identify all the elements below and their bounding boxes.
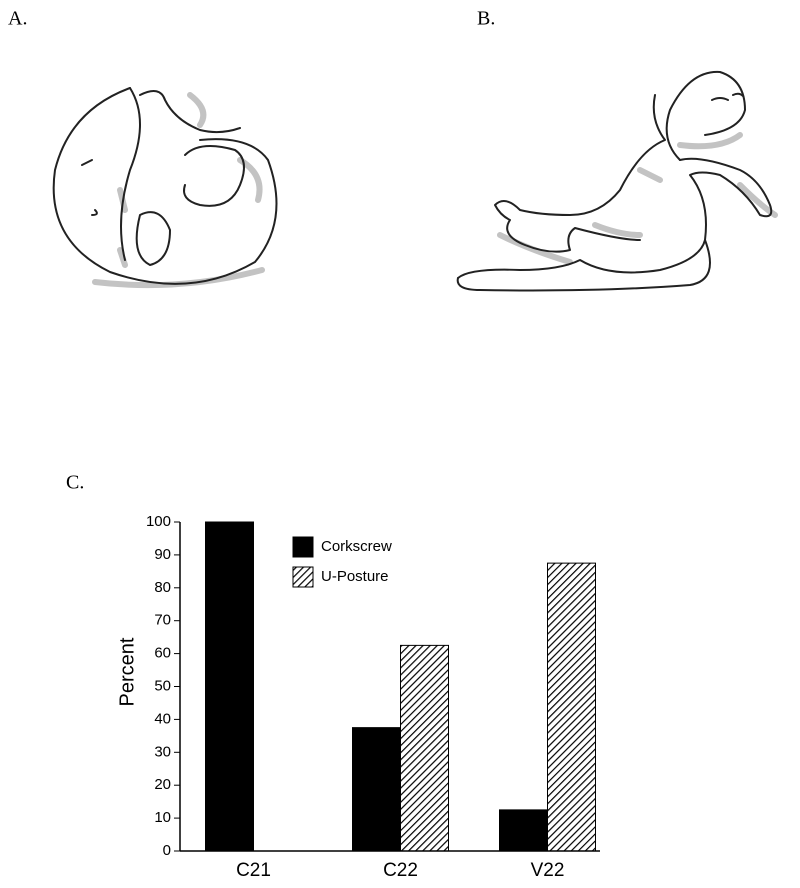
bar — [400, 644, 449, 852]
y-axis-label: Percent — [116, 637, 138, 706]
bar — [499, 809, 548, 852]
x-tick-label: C22 — [383, 860, 418, 881]
y-tick-label: 0 — [163, 842, 171, 859]
legend-label: U-Posture — [321, 568, 389, 585]
x-tick-label: V22 — [531, 860, 565, 881]
y-tick-label: 50 — [154, 677, 171, 694]
bar — [547, 562, 596, 852]
legend-swatch — [292, 536, 314, 558]
y-tick-label: 90 — [154, 546, 171, 563]
panel-label: A. — [8, 8, 27, 30]
y-tick-label: 60 — [154, 645, 171, 662]
plot-area: 0 10 20 30 40 50 60 70 80 90 100 C21 C22 V22 Corkscrew… — [146, 513, 600, 881]
y-tick-label: 40 — [154, 710, 171, 727]
x-tick-label: C21 — [236, 860, 271, 881]
panel-label: C. — [66, 472, 84, 494]
y-tick-label: 70 — [154, 612, 171, 629]
y-tick-label: 20 — [154, 776, 171, 793]
y-tick-label: 100 — [146, 513, 171, 530]
bar — [352, 727, 401, 852]
legend-swatch — [292, 566, 314, 588]
legend-label: Corkscrew — [321, 538, 392, 555]
sketch-a — [52, 87, 278, 289]
y-tick-label: 10 — [154, 809, 171, 826]
y-tick-label: 80 — [154, 579, 171, 596]
panel-label: B. — [477, 8, 495, 30]
bar — [205, 521, 254, 852]
sketch-b — [456, 70, 778, 292]
y-tick-label: 30 — [154, 743, 171, 760]
